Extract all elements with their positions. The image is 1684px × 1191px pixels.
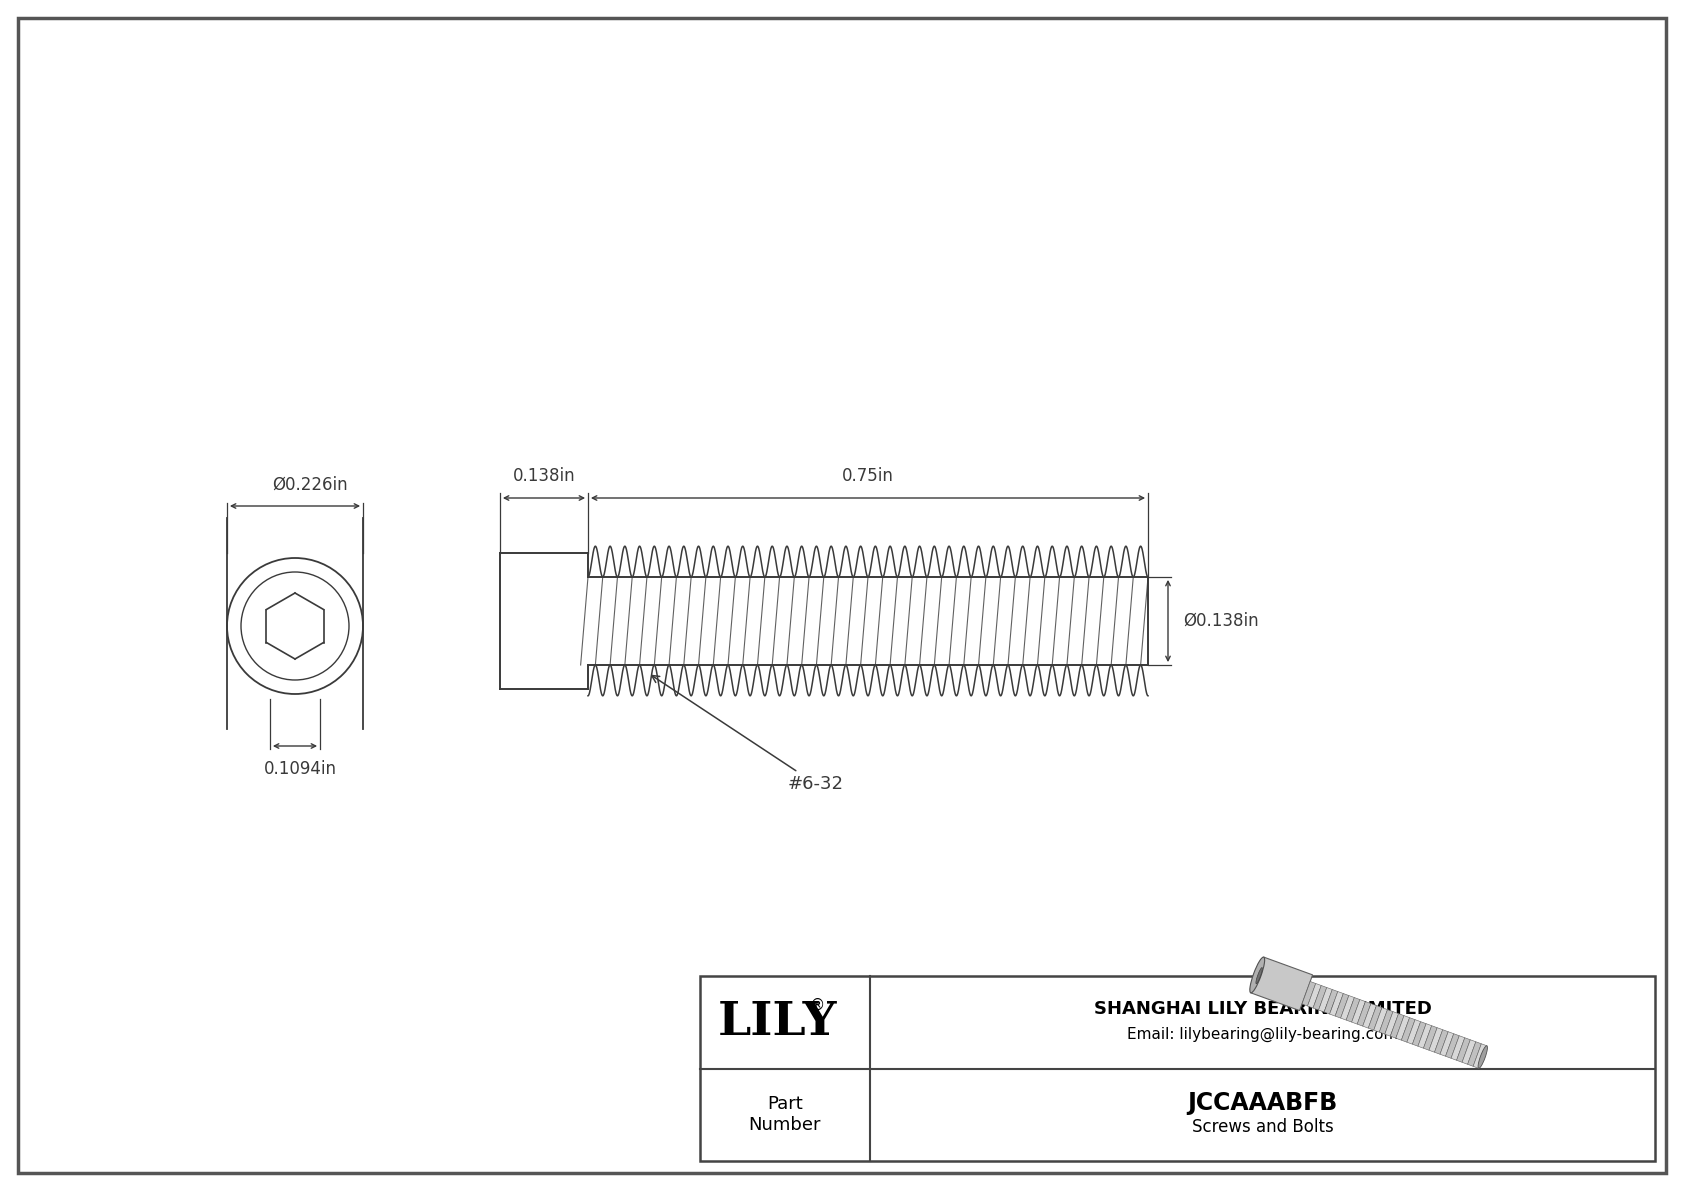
Polygon shape — [1440, 1031, 1453, 1056]
Polygon shape — [1384, 1011, 1398, 1036]
Polygon shape — [1391, 1014, 1404, 1039]
Bar — [701, 975, 1655, 1161]
Text: 0.138in: 0.138in — [512, 467, 576, 485]
Ellipse shape — [1479, 1046, 1487, 1068]
Polygon shape — [1374, 1008, 1388, 1033]
Text: SHANGHAI LILY BEARING LIMITED: SHANGHAI LILY BEARING LIMITED — [1093, 1000, 1431, 1018]
Polygon shape — [1474, 1043, 1487, 1068]
Polygon shape — [1396, 1016, 1410, 1040]
Polygon shape — [1423, 1025, 1436, 1050]
Polygon shape — [1330, 992, 1344, 1016]
Text: JCCAAABFB: JCCAAABFB — [1187, 1091, 1337, 1115]
Text: ®: ® — [810, 998, 825, 1012]
Polygon shape — [1406, 1019, 1421, 1045]
Polygon shape — [1335, 993, 1349, 1018]
Text: #6-32: #6-32 — [652, 675, 844, 793]
Polygon shape — [1251, 958, 1312, 1011]
Text: LILY: LILY — [717, 999, 837, 1046]
Polygon shape — [1357, 1002, 1371, 1027]
Polygon shape — [1413, 1022, 1426, 1046]
Polygon shape — [1346, 998, 1361, 1022]
Polygon shape — [1457, 1037, 1470, 1062]
Polygon shape — [1319, 987, 1332, 1012]
Polygon shape — [1445, 1034, 1460, 1059]
Polygon shape — [1430, 1028, 1443, 1052]
Ellipse shape — [1256, 967, 1263, 984]
Text: Email: lilybearing@lily-bearing.com: Email: lilybearing@lily-bearing.com — [1127, 1027, 1398, 1042]
Polygon shape — [1462, 1040, 1475, 1065]
Text: Screws and Bolts: Screws and Bolts — [1192, 1117, 1334, 1136]
Text: 0.75in: 0.75in — [842, 467, 894, 485]
Polygon shape — [1367, 1005, 1383, 1030]
Polygon shape — [1401, 1017, 1415, 1042]
Polygon shape — [1362, 1004, 1376, 1028]
Text: Ø0.138in: Ø0.138in — [1182, 612, 1258, 630]
Ellipse shape — [1250, 958, 1265, 993]
Polygon shape — [1352, 999, 1366, 1024]
Polygon shape — [1452, 1036, 1465, 1060]
Polygon shape — [1418, 1023, 1431, 1048]
Polygon shape — [1307, 984, 1322, 1008]
Text: 0.1094in: 0.1094in — [263, 760, 337, 778]
Text: Part
Number: Part Number — [749, 1096, 822, 1134]
Polygon shape — [1379, 1010, 1393, 1034]
Polygon shape — [1468, 1042, 1482, 1066]
Polygon shape — [1314, 985, 1327, 1010]
Text: Ø0.226in: Ø0.226in — [273, 476, 349, 494]
Polygon shape — [1435, 1030, 1448, 1054]
Polygon shape — [1340, 996, 1354, 1021]
Polygon shape — [1324, 990, 1337, 1014]
Polygon shape — [1302, 981, 1315, 1006]
